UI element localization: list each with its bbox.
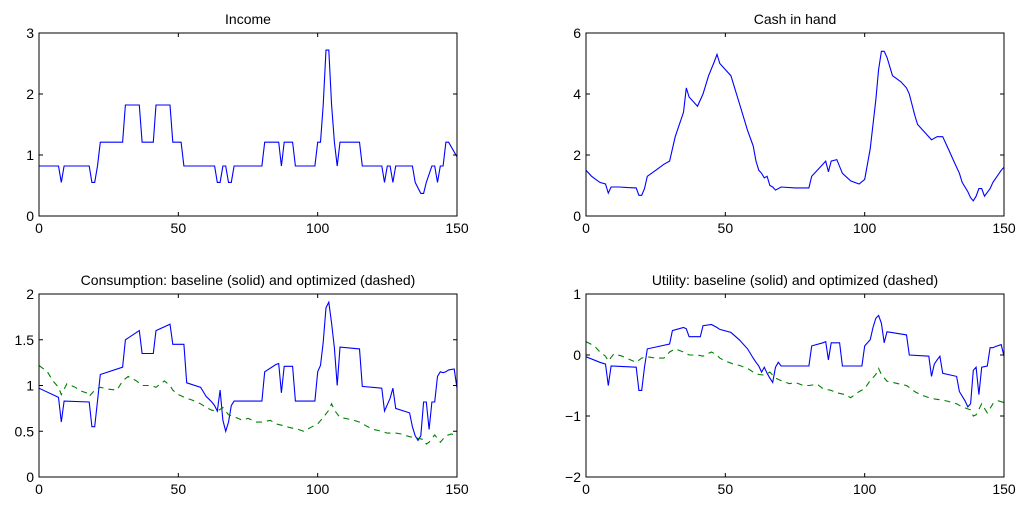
- y-tick-label: 2: [26, 86, 34, 102]
- x-tick-label: 0: [35, 220, 43, 236]
- y-tick-label: 1: [26, 147, 34, 163]
- x-tick-label: 100: [306, 220, 330, 236]
- panel-consumption: Consumption: baseline (solid) and optimi…: [15, 272, 469, 497]
- x-tick-label: 150: [445, 481, 469, 497]
- y-tick-label: −2: [565, 469, 581, 485]
- y-tick-label: 0.5: [15, 423, 35, 439]
- optimized-series-line: [39, 364, 457, 445]
- x-tick-label: 0: [582, 481, 590, 497]
- panel-title: Cash in hand: [754, 11, 837, 27]
- baseline-series-line: [586, 314, 1004, 408]
- x-tick-label: 100: [853, 220, 877, 236]
- x-tick-label: 50: [718, 220, 734, 236]
- x-tick-label: 100: [306, 481, 330, 497]
- y-tick-label: 4: [573, 86, 581, 102]
- y-tick-label: 1.5: [15, 332, 35, 348]
- y-tick-label: 2: [26, 286, 34, 302]
- x-tick-label: 50: [171, 220, 187, 236]
- y-tick-label: 3: [26, 25, 34, 41]
- y-tick-label: 0: [26, 208, 34, 224]
- axes-frame: [38, 32, 458, 217]
- y-tick-label: 0: [573, 347, 581, 363]
- axes-frame: [585, 293, 1005, 478]
- axes-frame: [38, 293, 458, 478]
- panel-title: Consumption: baseline (solid) and optimi…: [81, 272, 416, 288]
- x-tick-label: 0: [35, 481, 43, 497]
- optimized-series-line: [586, 341, 1004, 417]
- x-tick-label: 150: [992, 220, 1016, 236]
- x-tick-label: 150: [445, 220, 469, 236]
- y-tick-label: 6: [573, 25, 581, 41]
- panel-title: Income: [225, 11, 271, 27]
- y-tick-label: 1: [26, 378, 34, 394]
- panel-utility: Utility: baseline (solid) and optimized …: [565, 272, 1016, 497]
- baseline-series-line: [39, 300, 457, 442]
- baseline-series-line: [39, 49, 457, 194]
- x-tick-label: 150: [992, 481, 1016, 497]
- x-tick-label: 50: [171, 481, 187, 497]
- y-tick-label: 2: [573, 147, 581, 163]
- y-tick-label: −1: [565, 408, 581, 424]
- axes-frame: [585, 32, 1005, 217]
- x-tick-label: 100: [853, 481, 877, 497]
- panel-income: Income 0 50 100 150 0 1 2 3: [26, 11, 469, 236]
- y-tick-label: 0: [26, 469, 34, 485]
- y-tick-label: 0: [573, 208, 581, 224]
- panel-title: Utility: baseline (solid) and optimized …: [652, 272, 938, 288]
- baseline-series-line: [586, 50, 1004, 202]
- y-tick-label: 1: [573, 286, 581, 302]
- panel-cash-in-hand: Cash in hand 0 50 100 150 0 2 4 6: [573, 11, 1016, 236]
- x-tick-label: 0: [582, 220, 590, 236]
- x-tick-label: 50: [718, 481, 734, 497]
